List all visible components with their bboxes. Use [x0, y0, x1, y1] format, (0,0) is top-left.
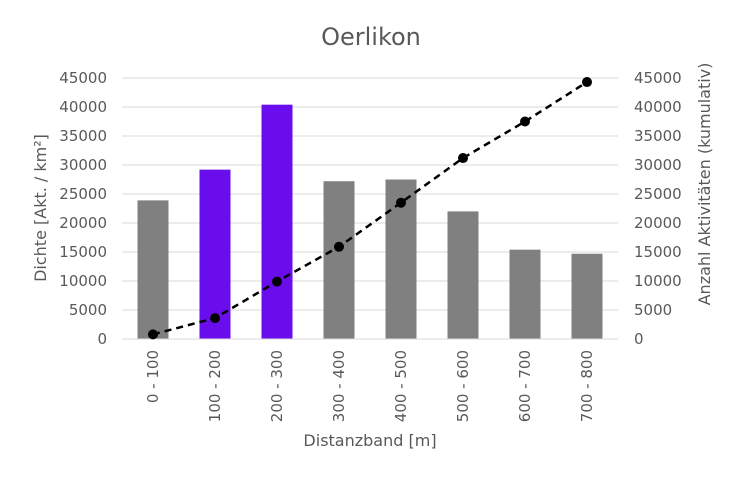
y2-axis-ticks: 0 5000 10000 15000 20000 25000 30000 35000 40000…	[634, 69, 682, 348]
cumulative-line	[152, 81, 588, 336]
y-tick-label: 45000	[59, 69, 107, 87]
cumulative-point	[210, 313, 220, 324]
y2-tick-label: 40000	[634, 98, 682, 116]
x-axis-ticks: 0 - 100 100 - 200 200 - 300 300 - 400 400 - …	[144, 350, 596, 422]
density-bar	[323, 181, 355, 339]
chart-title: Oerlikon	[321, 23, 421, 51]
x-tick-label: 300 - 400	[330, 350, 348, 422]
cumulative-point	[334, 241, 344, 252]
cumulative-point	[272, 276, 282, 287]
x-tick-label: 0 - 100	[144, 350, 162, 403]
density-bar	[509, 249, 541, 339]
y-axis-ticks: 0 5000 10000 15000 20000 25000 30000 35000 40000…	[59, 69, 107, 348]
y2-tick-label: 10000	[634, 272, 682, 290]
y-tick-label: 40000	[59, 98, 107, 116]
y2-tick-label: 35000	[634, 127, 682, 145]
density-bar	[447, 211, 479, 339]
bars	[137, 104, 603, 340]
cumulative-point	[520, 116, 530, 127]
density-bar	[571, 253, 603, 339]
cumulative-point	[148, 329, 158, 340]
y2-tick-label: 15000	[634, 243, 682, 261]
y-tick-label: 25000	[59, 185, 107, 203]
gridlines	[122, 77, 618, 311]
y2-tick-label: 45000	[634, 69, 682, 87]
density-bar	[261, 104, 293, 340]
y2-tick-label: 30000	[634, 156, 682, 174]
x-axis-label: Distanzband [m]	[303, 431, 436, 450]
cumulative-line-series	[148, 77, 592, 340]
x-tick-label: 700 - 800	[578, 350, 596, 422]
x-tick-label: 600 - 700	[516, 350, 534, 422]
y-tick-label: 30000	[59, 156, 107, 174]
density-bar	[137, 200, 169, 339]
x-tick-label: 200 - 300	[268, 350, 286, 422]
cumulative-point	[396, 197, 406, 208]
x-tick-label: 100 - 200	[206, 350, 224, 422]
y-axis-label: Dichte [Akt. / km²]	[31, 134, 50, 282]
x-tick-label: 500 - 600	[454, 350, 472, 422]
y2-axis-label: Anzahl Aktivitäten (kumulativ)	[695, 63, 714, 306]
y-tick-label: 0	[97, 330, 107, 348]
cumulative-point	[582, 77, 592, 88]
y2-tick-label: 0	[634, 330, 644, 348]
y-tick-label: 20000	[59, 214, 107, 232]
y-tick-label: 10000	[59, 272, 107, 290]
y-tick-label: 5000	[69, 301, 107, 319]
y2-tick-label: 25000	[634, 185, 682, 203]
y-tick-label: 15000	[59, 243, 107, 261]
y-tick-label: 35000	[59, 127, 107, 145]
y2-tick-label: 20000	[634, 214, 682, 232]
y2-tick-label: 5000	[634, 301, 672, 319]
cumulative-point	[458, 153, 468, 164]
x-tick-label: 400 - 500	[392, 350, 410, 422]
